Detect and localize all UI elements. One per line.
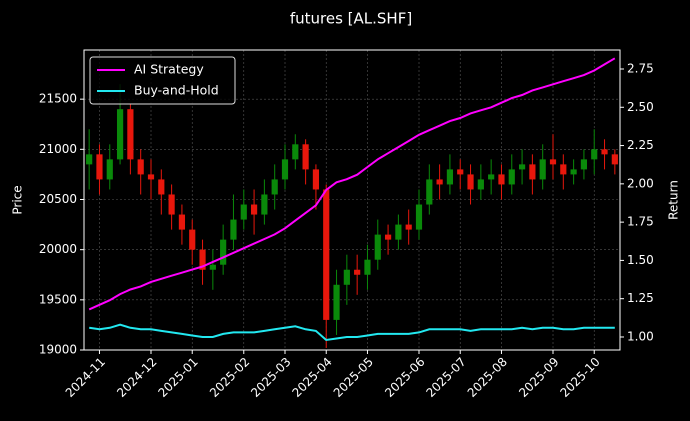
candle-body [281, 159, 289, 180]
y-tick-label: 21500 [39, 92, 77, 106]
candle-body [508, 169, 515, 185]
line-series [88, 57, 616, 311]
candle-body [415, 204, 423, 230]
candle-body [570, 169, 577, 175]
candle-body [560, 164, 567, 175]
candle-body [106, 159, 113, 180]
y-tick-label: 21000 [39, 142, 77, 156]
candle-body [240, 204, 247, 220]
candle-body [199, 249, 206, 270]
y-tick-label: 19500 [39, 292, 77, 306]
y-tick-label: 19000 [39, 343, 77, 357]
candle-body [364, 259, 371, 275]
candle-body [426, 179, 433, 205]
candle-body [302, 144, 309, 170]
legend-box [89, 56, 236, 105]
candle-body [271, 179, 278, 195]
candle-body [189, 229, 196, 250]
candle-body [323, 189, 330, 320]
candle-body [580, 159, 588, 170]
candle-body [446, 169, 454, 185]
candle-body [292, 144, 299, 160]
legend: AI Strategy Buy-and-Hold [89, 56, 236, 105]
y2-tick-label: 1.75 [627, 215, 654, 229]
candle-body [611, 154, 618, 165]
y-tick-label: 20000 [39, 242, 77, 256]
candle-body [498, 174, 505, 185]
candle-body [405, 224, 412, 230]
line-series [89, 323, 615, 342]
candle-body [116, 109, 124, 160]
candle-body [591, 149, 598, 160]
candle-body [333, 284, 340, 320]
y2-tick-label: 1.50 [627, 253, 654, 267]
legend-label: AI Strategy [134, 62, 204, 77]
y2-tick-label: 1.00 [627, 329, 654, 343]
y2-tick-label: 2.00 [627, 176, 654, 190]
y2-axis-label: Return [667, 180, 681, 220]
candle-body [374, 234, 381, 260]
candle-body [230, 219, 237, 240]
candle-body [477, 179, 484, 190]
candle-body [158, 179, 165, 195]
candle-body [436, 179, 443, 185]
candle-body [96, 154, 103, 180]
candle-body [312, 169, 320, 190]
candle-body [395, 224, 402, 240]
candle-body [86, 154, 93, 165]
y-axis-label: Price [11, 185, 25, 214]
plot-frame [83, 49, 621, 351]
candle-body [147, 174, 155, 180]
candle-body [354, 269, 361, 275]
legend-label: Buy-and-Hold [134, 83, 219, 98]
candle-body [467, 174, 474, 190]
candle-body [250, 204, 258, 215]
y2-tick-label: 2.25 [627, 138, 654, 152]
candle-body [529, 164, 536, 180]
candle-body [518, 164, 526, 170]
candle-body [137, 159, 144, 175]
candle-body [539, 159, 546, 180]
candle-body [127, 109, 134, 160]
y2-tick-label: 1.25 [627, 291, 654, 305]
candle-body [220, 239, 227, 265]
candle-body [601, 149, 608, 155]
candle-body [178, 214, 186, 230]
chart-title: futures [AL.SHF] [290, 10, 412, 28]
candle-body [168, 194, 175, 215]
candle-body [549, 159, 557, 165]
candle-body [261, 194, 268, 215]
candle-body [457, 169, 464, 175]
y-tick-label: 20500 [39, 192, 77, 206]
candle-body [209, 264, 216, 270]
candle-body [343, 269, 350, 285]
y2-tick-label: 2.50 [627, 100, 654, 114]
candle-body [384, 234, 392, 240]
candle-body [488, 174, 495, 180]
y2-tick-label: 2.75 [627, 61, 654, 75]
